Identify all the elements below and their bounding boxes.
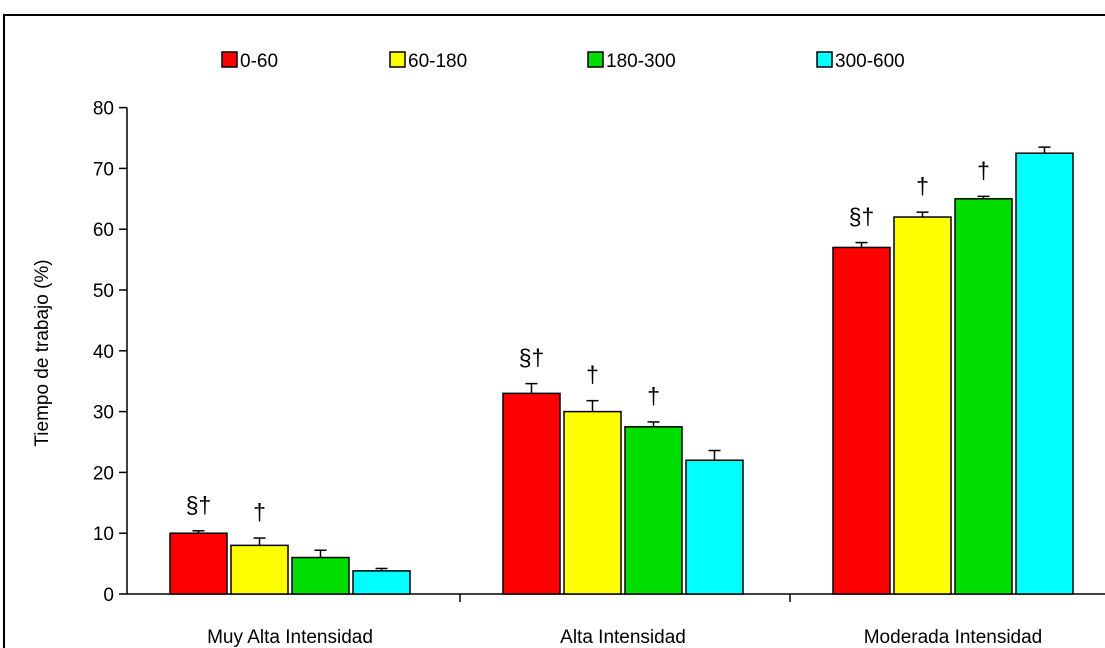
- bar: [230, 544, 289, 595]
- x-tick-label: Muy Alta Intensidad: [207, 627, 373, 648]
- y-tick-label: 80: [93, 99, 114, 120]
- bar: [685, 459, 744, 595]
- chart-frame: [3, 14, 1105, 648]
- y-axis: 0 10 20 30 40 50 60 70 80: [93, 99, 128, 606]
- y-tick-label: 20: [93, 463, 114, 484]
- significance-annotation: †: [586, 362, 599, 388]
- bar: [169, 532, 228, 595]
- x-axis: Muy Alta Intensidad Alta Intensidad Modera…: [127, 593, 1105, 648]
- bar: [893, 216, 952, 595]
- bars: §† §† §† † † † † †: [169, 146, 1074, 595]
- bar: [563, 410, 622, 595]
- legend-swatch: [221, 51, 238, 68]
- bar: [624, 426, 683, 595]
- legend-swatch: [587, 51, 604, 68]
- bar: [832, 246, 891, 595]
- significance-annotation: †: [253, 499, 266, 525]
- legend-swatch: [816, 51, 833, 68]
- y-tick-label: 10: [93, 524, 114, 545]
- significance-annotation: †: [916, 173, 929, 199]
- significance-annotation: §†: [849, 204, 875, 230]
- y-tick-label: 30: [93, 403, 114, 424]
- legend-label: 180-300: [606, 51, 676, 72]
- bar: [1015, 152, 1074, 595]
- significance-annotation: §†: [186, 492, 212, 518]
- significance-annotation: †: [647, 383, 660, 409]
- y-tick-label: 0: [103, 585, 114, 606]
- legend-label: 0-60: [240, 51, 278, 72]
- bar: [291, 556, 350, 595]
- legend-label: 60-180: [408, 51, 467, 72]
- x-tick-label: Alta Intensidad: [560, 627, 686, 648]
- legend: 0-60 60-180 180-300 300-600: [221, 51, 905, 72]
- y-tick-label: 70: [93, 159, 114, 180]
- y-tick-label: 40: [93, 342, 114, 363]
- significance-annotation: §†: [519, 345, 545, 371]
- x-tick-label: Moderada Intensidad: [864, 627, 1043, 648]
- bar: [352, 570, 411, 595]
- significance-annotation: †: [977, 157, 990, 183]
- legend-label: 300-600: [835, 51, 905, 72]
- y-tick-label: 50: [93, 281, 114, 302]
- y-axis-label: Tiempo de trabajo (%): [32, 259, 53, 446]
- y-tick-label: 60: [93, 220, 114, 241]
- bar: [954, 198, 1013, 595]
- bar: [502, 392, 561, 595]
- legend-swatch: [389, 51, 406, 68]
